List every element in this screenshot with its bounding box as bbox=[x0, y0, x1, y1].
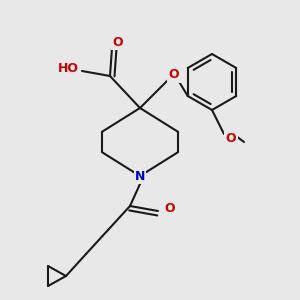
Text: O: O bbox=[169, 68, 179, 82]
Text: N: N bbox=[135, 169, 145, 182]
Text: O: O bbox=[165, 202, 175, 215]
Text: O: O bbox=[113, 35, 123, 49]
Text: HO: HO bbox=[58, 62, 79, 76]
Text: O: O bbox=[226, 131, 236, 145]
